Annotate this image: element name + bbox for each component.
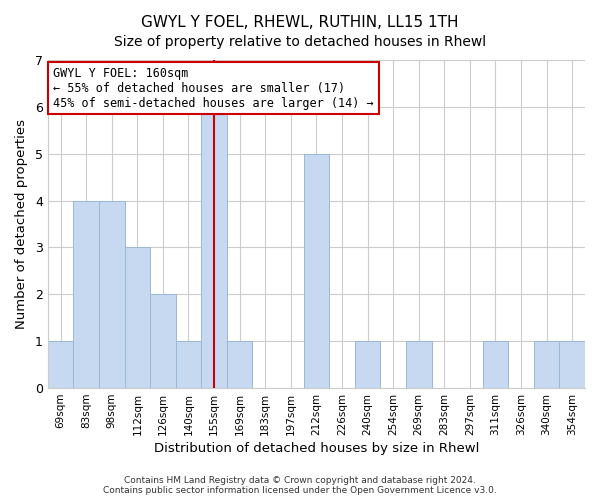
Bar bbox=[99, 200, 125, 388]
Bar bbox=[201, 107, 227, 388]
Text: Size of property relative to detached houses in Rhewl: Size of property relative to detached ho… bbox=[114, 35, 486, 49]
Bar bbox=[150, 294, 176, 388]
Bar bbox=[73, 200, 99, 388]
Bar bbox=[48, 341, 73, 388]
Bar bbox=[125, 248, 150, 388]
Bar bbox=[482, 341, 508, 388]
Text: Contains HM Land Registry data © Crown copyright and database right 2024.
Contai: Contains HM Land Registry data © Crown c… bbox=[103, 476, 497, 495]
Text: GWYL Y FOEL: 160sqm
← 55% of detached houses are smaller (17)
45% of semi-detach: GWYL Y FOEL: 160sqm ← 55% of detached ho… bbox=[53, 66, 374, 110]
Bar bbox=[534, 341, 559, 388]
Bar bbox=[304, 154, 329, 388]
Bar bbox=[406, 341, 431, 388]
Bar bbox=[355, 341, 380, 388]
Y-axis label: Number of detached properties: Number of detached properties bbox=[15, 119, 28, 329]
X-axis label: Distribution of detached houses by size in Rhewl: Distribution of detached houses by size … bbox=[154, 442, 479, 455]
Text: GWYL Y FOEL, RHEWL, RUTHIN, LL15 1TH: GWYL Y FOEL, RHEWL, RUTHIN, LL15 1TH bbox=[141, 15, 459, 30]
Bar bbox=[176, 341, 201, 388]
Bar bbox=[559, 341, 585, 388]
Bar bbox=[227, 341, 253, 388]
